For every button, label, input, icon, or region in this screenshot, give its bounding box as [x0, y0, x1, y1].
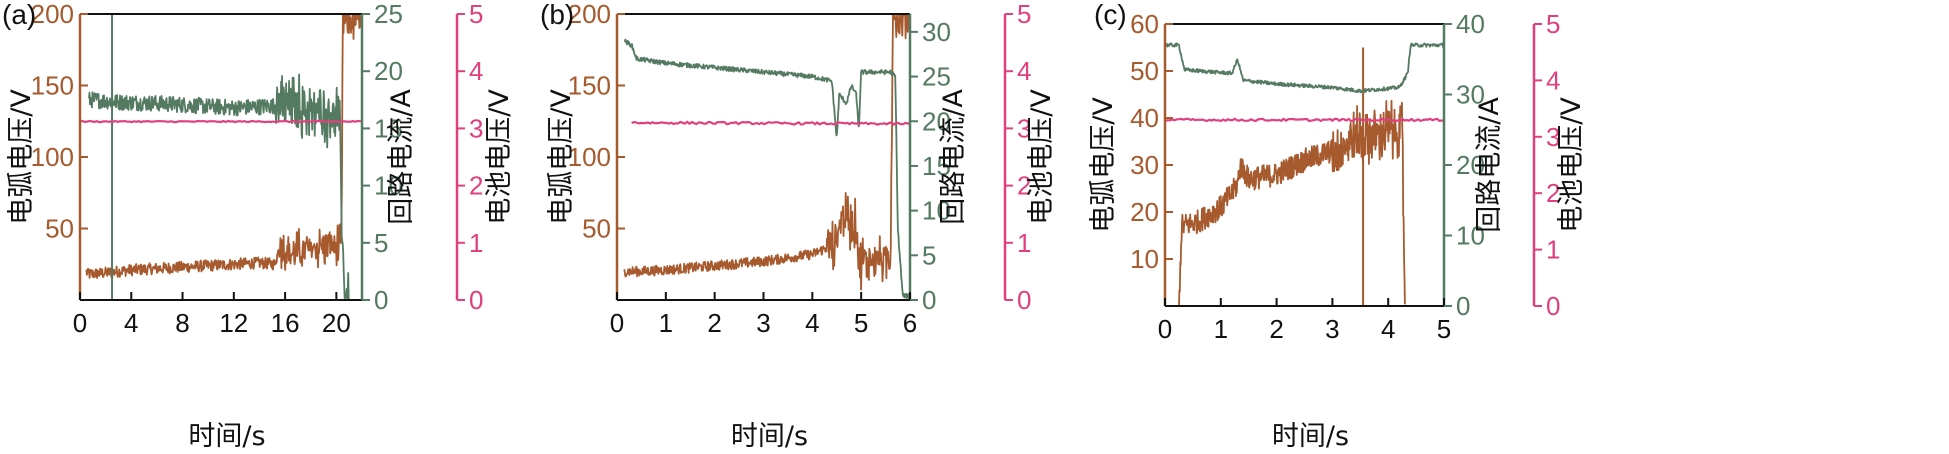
y-tick-label-arc: 30 [1130, 150, 1159, 180]
y-axis-title-arc: 电弧电压/V [6, 89, 37, 225]
chart-panel-2: 0 1 2 3 4 5 6 50 100 150 200 0 5 10 15 20 25 30 0 1 2 3 4 5 (b) 时… [540, 0, 1057, 452]
series-arc-line [85, 13, 363, 279]
y-tick-label-arc: 150 [31, 71, 74, 101]
y-tick-label-current: 25 [922, 62, 951, 92]
x-tick-label: 4 [1381, 314, 1395, 344]
chart-panel-1: 0 4 8 12 16 20501001502000510152025012345(a)时… [2, 0, 515, 452]
y-tick-label-current: 15 [374, 113, 403, 143]
y-tick-label-arc: 150 [568, 71, 611, 101]
x-tick-label: 1 [659, 308, 673, 338]
y-tick-label-arc: 40 [1130, 103, 1159, 133]
y-axis-title-arc: 电弧电压/V [1088, 97, 1119, 233]
series-current-line [1164, 42, 1445, 94]
x-axis-title: 时间/s [731, 421, 808, 452]
y-tick-label-current: 10 [1456, 221, 1485, 251]
y-tick-label-current: 5 [374, 228, 388, 258]
y-tick-label-battery: 0 [1546, 291, 1560, 321]
y-tick-label-battery: 3 [1546, 122, 1560, 152]
y-tick-label-arc: 100 [568, 142, 611, 172]
x-tick-label: 5 [854, 308, 868, 338]
x-tick-label: 20 [322, 308, 351, 338]
y-tick-label-current: 25 [374, 0, 403, 29]
x-tick-label: 16 [271, 308, 300, 338]
y-tick-label-battery: 0 [469, 285, 483, 315]
y-tick-label-current: 20 [922, 106, 951, 136]
series-arc-line [1178, 99, 1406, 307]
x-tick-label: 0 [1158, 314, 1172, 344]
y-tick-label-battery: 2 [1017, 171, 1031, 201]
series-battery-line [1165, 117, 1445, 123]
y-tick-label-arc: 200 [568, 0, 611, 29]
y-tick-label-arc: 20 [1130, 197, 1159, 227]
y-tick-label-battery: 1 [1546, 235, 1560, 265]
y-tick-label-battery: 5 [1017, 0, 1031, 29]
x-tick-label: 1 [1214, 314, 1228, 344]
y-tick-label-current: 0 [374, 285, 388, 315]
chart-panel-3: 0 1 2 3 4 5 10 20 30 40 50 60 0 10 20 30 40 0 1 2 3 4 5 (c) 时间/s… [1088, 0, 1587, 452]
x-tick-label: 12 [219, 308, 248, 338]
y-tick-label-battery: 5 [1546, 9, 1560, 39]
y-tick-label-current: 5 [922, 240, 936, 270]
series-current-line [624, 38, 911, 300]
y-tick-label-current: 15 [922, 151, 951, 181]
y-axis-title-battery: 电池电压/V [1026, 89, 1057, 225]
series-current-line [88, 73, 350, 301]
x-tick-label: 6 [903, 308, 917, 338]
y-tick-label-current: 10 [922, 196, 951, 226]
x-axis-title: 时间/s [188, 421, 265, 452]
panel-label: (a) [2, 0, 36, 30]
y-tick-label-arc: 50 [582, 214, 611, 244]
series-arc-line [623, 13, 911, 291]
y-axis-title-current: 回路电流/A [938, 89, 969, 225]
series-battery-line [631, 120, 911, 126]
x-tick-label: 8 [175, 308, 189, 338]
y-tick-label-arc: 50 [45, 214, 74, 244]
x-tick-label: 2 [1269, 314, 1283, 344]
y-axis-title-current: 回路电流/A [386, 89, 417, 225]
x-axis-title: 时间/s [1272, 421, 1349, 452]
series-battery-line [79, 119, 362, 124]
y-tick-label-battery: 5 [469, 0, 483, 29]
y-tick-label-arc: 100 [31, 142, 74, 172]
y-tick-label-arc: 200 [31, 0, 74, 29]
y-tick-label-battery: 4 [1017, 56, 1031, 86]
y-tick-label-battery: 3 [469, 113, 483, 143]
y-tick-label-battery: 3 [1017, 113, 1031, 143]
y-tick-label-battery: 1 [469, 228, 483, 258]
x-tick-label: 0 [73, 308, 87, 338]
y-tick-label-battery: 4 [1546, 65, 1560, 95]
x-tick-label: 0 [610, 308, 624, 338]
y-tick-label-current: 40 [1456, 9, 1485, 39]
y-tick-label-current: 20 [1456, 150, 1485, 180]
y-tick-label-battery: 0 [1017, 285, 1031, 315]
y-tick-label-battery: 1 [1017, 228, 1031, 258]
y-tick-label-current: 10 [374, 171, 403, 201]
y-tick-label-current: 20 [374, 56, 403, 86]
y-axis-title-battery: 电池电压/V [1556, 97, 1587, 233]
y-tick-label-current: 0 [1456, 291, 1470, 321]
y-axis-title-arc: 电弧电压/V [546, 89, 577, 225]
y-axis-title-battery: 电池电压/V [484, 89, 515, 225]
x-tick-label: 3 [756, 308, 770, 338]
x-tick-label: 4 [124, 308, 138, 338]
y-tick-label-arc: 50 [1130, 56, 1159, 86]
x-tick-label: 2 [707, 308, 721, 338]
x-tick-label: 3 [1325, 314, 1339, 344]
y-tick-label-current: 30 [1456, 80, 1485, 110]
panel-label: (c) [1094, 0, 1127, 30]
y-axis-title-current: 回路电流/A [1474, 97, 1505, 233]
y-tick-label-current: 30 [922, 17, 951, 47]
y-tick-label-battery: 4 [469, 56, 483, 86]
y-tick-label-arc: 60 [1130, 9, 1159, 39]
x-tick-label: 4 [805, 308, 819, 338]
y-tick-label-current: 0 [922, 285, 936, 315]
y-tick-label-arc: 10 [1130, 244, 1159, 274]
x-tick-label: 5 [1437, 314, 1451, 344]
y-tick-label-battery: 2 [469, 171, 483, 201]
y-tick-label-battery: 2 [1546, 178, 1560, 208]
panel-label: (b) [540, 0, 574, 30]
